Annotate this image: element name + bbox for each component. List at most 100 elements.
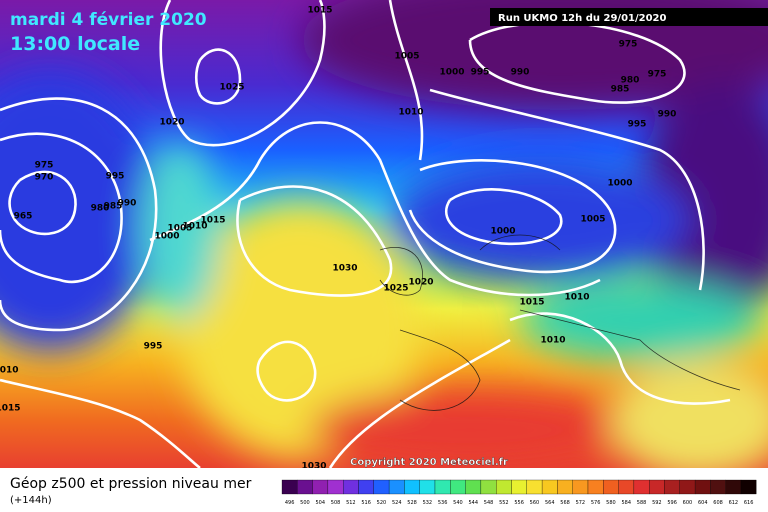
isobar-label: 980 — [621, 76, 640, 86]
colorbar-label: 592 — [652, 500, 662, 506]
isobar-label: 995 — [144, 342, 163, 352]
colorbar-label: 496 — [285, 500, 295, 506]
isobar-label: 975 — [35, 161, 54, 171]
isobar-label: 1005 — [580, 215, 605, 225]
isobar-label: 1010 — [182, 222, 207, 232]
isobar-label: 970 — [35, 173, 54, 183]
isobar-label: 990 — [658, 110, 677, 120]
map-field — [0, 0, 768, 480]
isobar-label: 1010 — [564, 293, 589, 303]
run-box — [490, 8, 768, 26]
colorbar-swatch — [511, 479, 527, 495]
colorbar-swatch — [694, 479, 711, 495]
colorbar-label: 544 — [468, 500, 478, 506]
isobar-label: 985 — [611, 85, 630, 95]
isobar-label: 1030 — [332, 264, 357, 274]
isobar-label: 990 — [511, 68, 530, 78]
date: mardi 4 février 2020 — [10, 10, 207, 30]
colorbar-label: 536 — [438, 500, 448, 506]
colorbar-label: 564 — [545, 500, 555, 506]
colorbar-swatch — [496, 479, 512, 495]
colorbar-label: 616 — [744, 500, 754, 506]
colorbar-swatch — [710, 479, 726, 495]
colorbar-label: 500 — [300, 500, 310, 506]
isobar-label: 975 — [619, 40, 638, 50]
colorbar-swatch — [526, 479, 543, 495]
colorbar-label: 608 — [713, 500, 723, 506]
isobar-label: 1020 — [159, 118, 184, 128]
isobar-label: 1005 — [167, 224, 192, 234]
colorbar-label: 508 — [331, 500, 341, 506]
colorbar-label: 572 — [576, 500, 586, 506]
colorbar-swatch — [358, 479, 374, 495]
isobar-label: 1015 — [200, 216, 225, 226]
colorbar-label: 612 — [729, 500, 739, 506]
isobar-label: 1025 — [219, 83, 244, 93]
colorbar-swatch — [312, 479, 329, 495]
isobar-label: 995 — [471, 68, 490, 78]
colorbar-swatch — [740, 479, 757, 495]
colorbar-swatch — [541, 479, 558, 495]
colorbar-label: 528 — [407, 500, 417, 506]
isobar-label: 995 — [106, 172, 125, 182]
colorbar-label: 556 — [514, 500, 524, 506]
isobar-label: 1015 — [519, 298, 544, 308]
colorbar: 496 500 504 508 512 516 520 524 528 532 536 540 544 5… — [281, 479, 757, 506]
colorbar-swatch — [649, 479, 665, 495]
colorbar-swatch — [572, 479, 589, 495]
isobar-label: 995 — [628, 120, 647, 130]
colorbar-swatch — [725, 479, 742, 495]
colorbar-swatch — [480, 479, 497, 495]
isobar-label: 1010 — [398, 108, 423, 118]
colorbar-swatch — [618, 479, 635, 495]
time: 13:00 locale — [10, 33, 140, 55]
colorbar-swatch — [388, 479, 405, 495]
isobar-label: 1000 — [607, 179, 632, 189]
isobar-label: 985 — [104, 202, 123, 212]
colorbar-swatch — [465, 479, 482, 495]
isobar-label: 1000 — [154, 232, 179, 242]
colorbar-swatch — [603, 479, 619, 495]
colorbar-label: 516 — [361, 500, 371, 506]
colorbar-label: 584 — [621, 500, 631, 506]
colorbar-swatch — [281, 479, 298, 495]
colorbar-swatch — [373, 479, 390, 495]
colorbar-swatch — [557, 479, 573, 495]
colorbar-swatch — [633, 479, 650, 495]
isobar-label: 1030 — [301, 462, 326, 472]
colorbar-label: 504 — [315, 500, 325, 506]
colorbar-label: 532 — [423, 500, 433, 506]
copyright: Copyright 2020 Meteociel.fr — [350, 457, 508, 468]
isobar-label: 1000 — [439, 68, 464, 78]
colorbar-label: 540 — [453, 500, 463, 506]
footer-step: (+144h) — [10, 495, 52, 506]
colorbar-label: 568 — [560, 500, 570, 506]
colorbar-label: 520 — [377, 500, 387, 506]
isobar-label: 1020 — [408, 278, 433, 288]
isobar-label: 1025 — [383, 284, 408, 294]
isobar-label: 1010 — [0, 366, 19, 376]
colorbar-label: 512 — [346, 500, 356, 506]
isobar-label: 980 — [91, 204, 110, 214]
isobar-label: 1010 — [540, 336, 565, 346]
colorbar-swatch — [664, 479, 680, 495]
colorbar-label: 576 — [591, 500, 601, 506]
isobar-label: 1015 — [307, 6, 332, 16]
colorbar-label: 560 — [530, 500, 540, 506]
run-info: Run UKMO 12h du 29/01/2020 — [498, 13, 667, 24]
colorbar-swatch — [679, 479, 696, 495]
colorbar-swatch — [404, 479, 420, 495]
colorbar-swatch — [419, 479, 436, 495]
colorbar-label: 596 — [667, 500, 677, 506]
isobar-label: 1015 — [0, 404, 21, 414]
colorbar-label: 524 — [392, 500, 402, 506]
footer-title: Géop z500 et pression niveau mer — [10, 476, 252, 492]
colorbar-swatch — [343, 479, 359, 495]
colorbar-label: 548 — [484, 500, 494, 506]
colorbar-label: 600 — [683, 500, 693, 506]
colorbar-label: 580 — [606, 500, 616, 506]
colorbar-label: 552 — [499, 500, 509, 506]
colorbar-swatch — [587, 479, 604, 495]
